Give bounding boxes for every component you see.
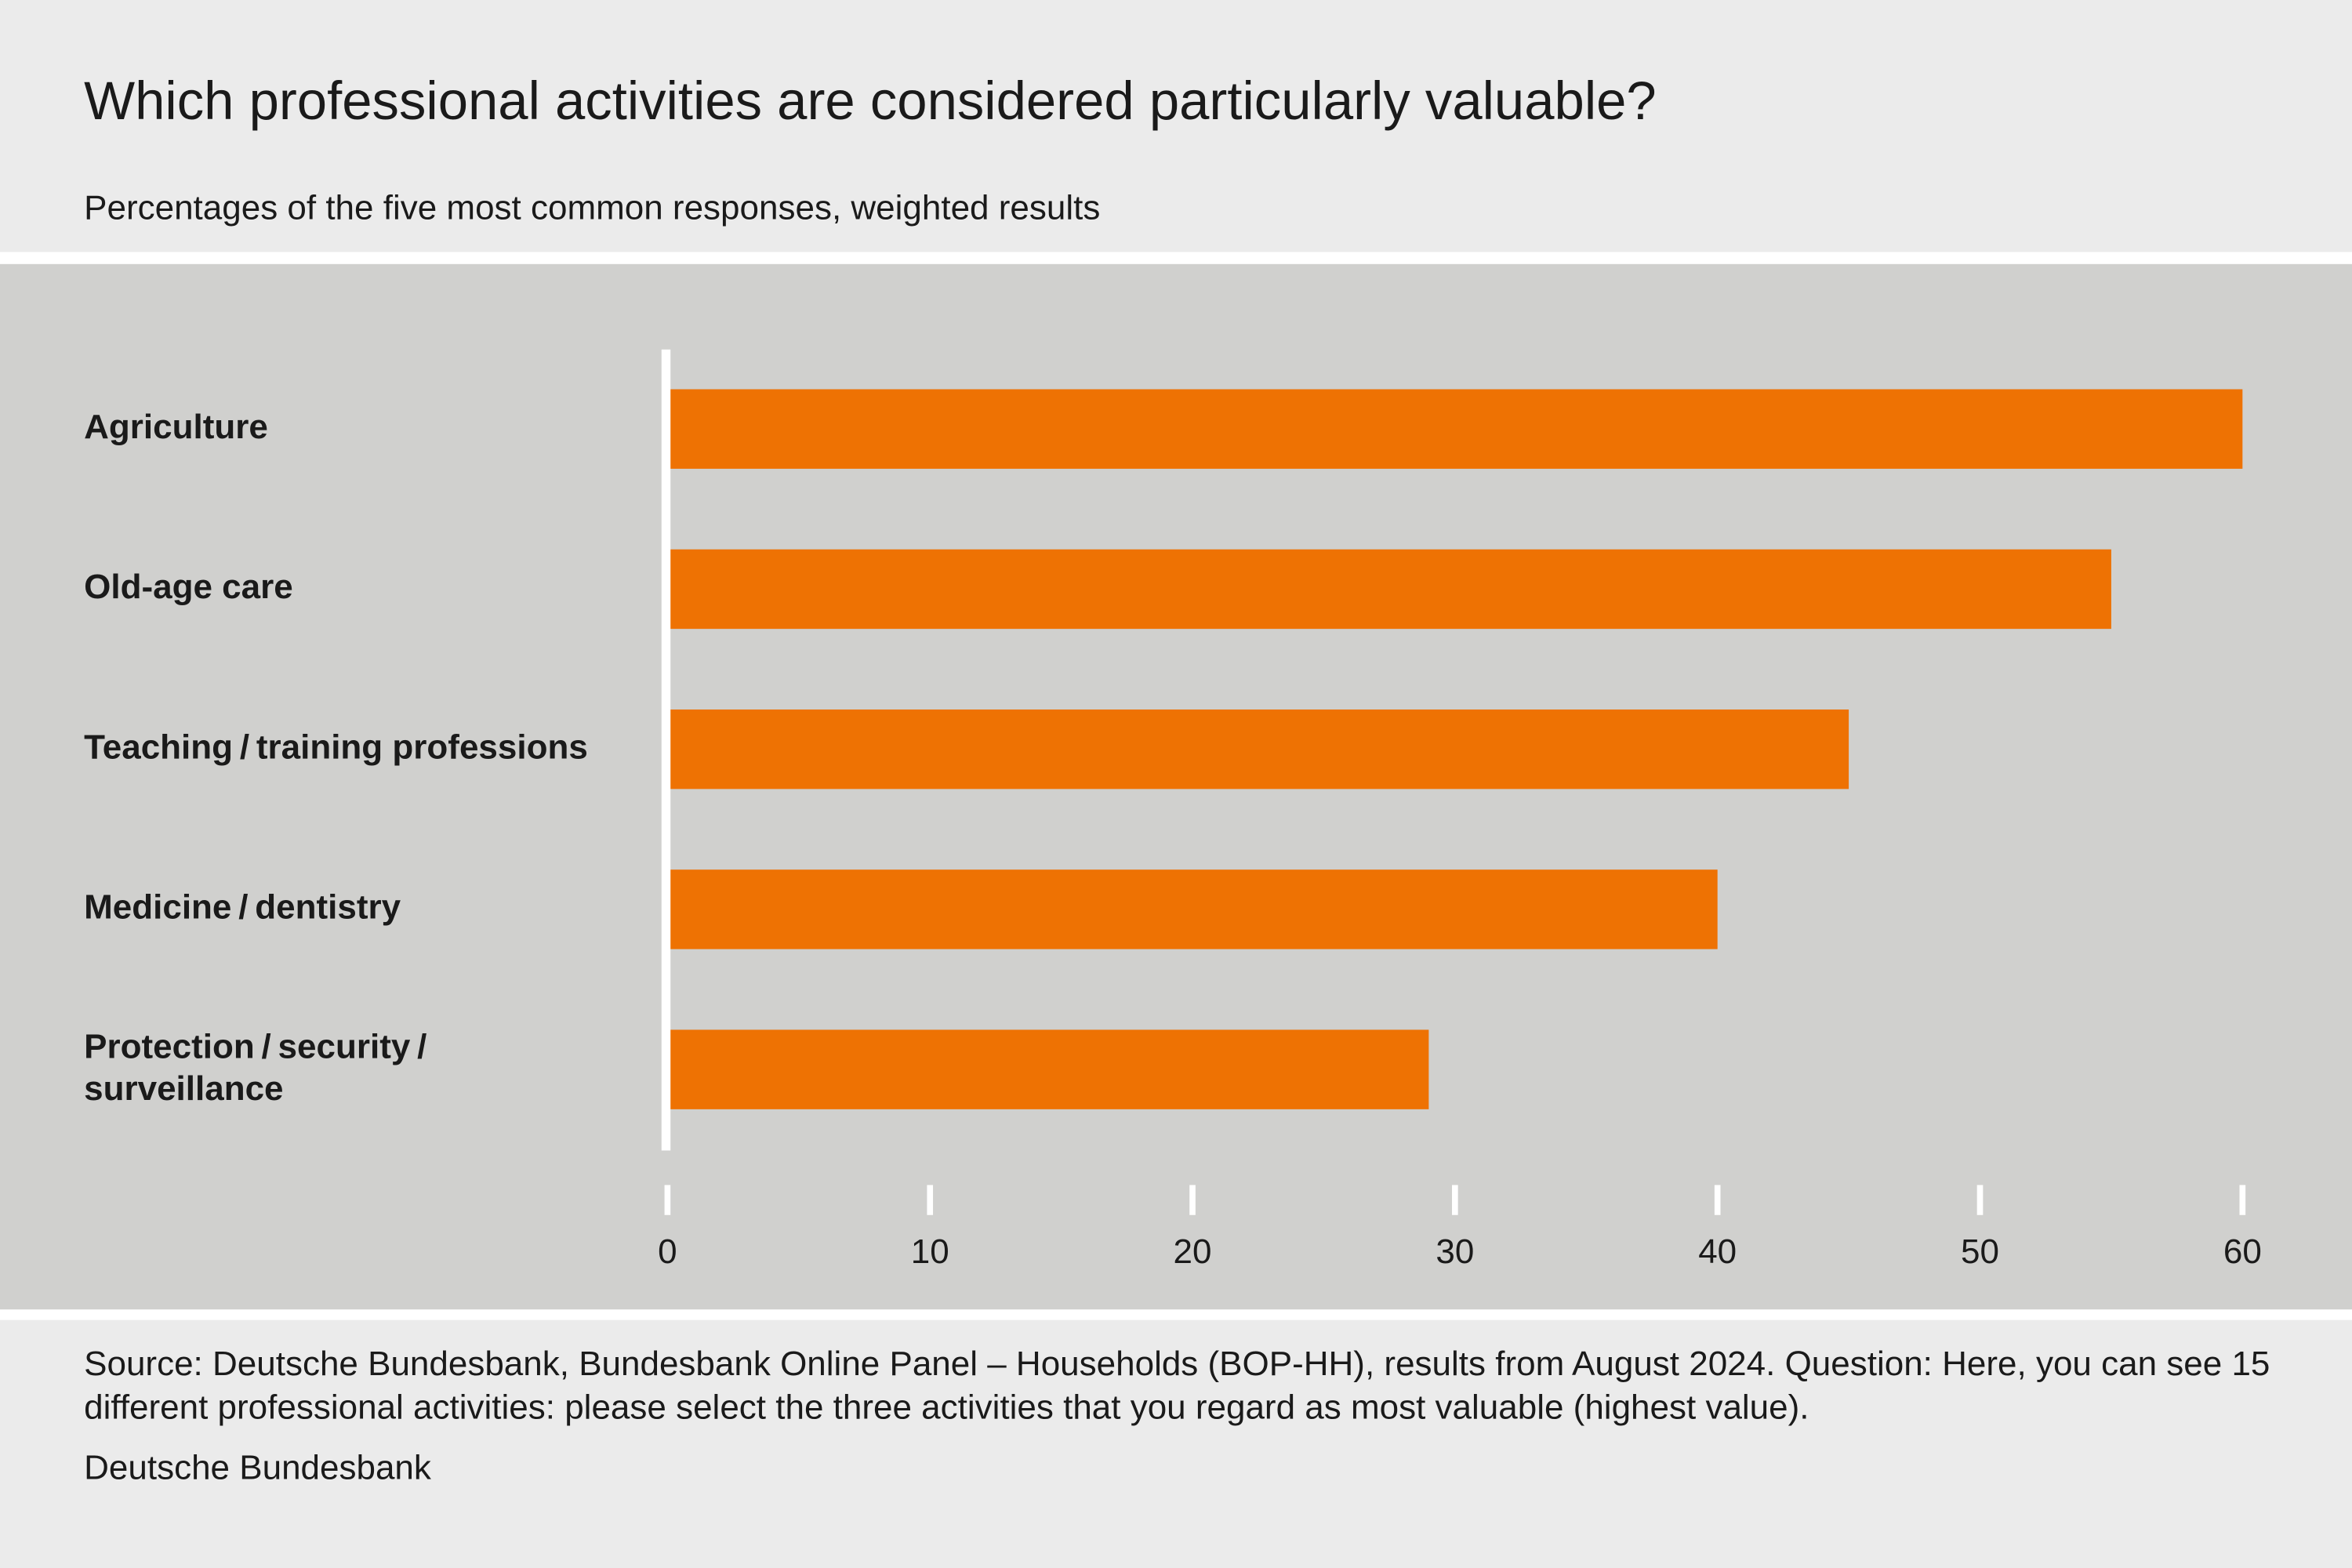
x-tick-label: 20	[1174, 1232, 1212, 1271]
y-tick-label: Agriculture	[84, 408, 268, 446]
bar	[667, 549, 2111, 630]
credit: Deutsche Bundesbank	[84, 1449, 432, 1487]
x-tick-label: 10	[911, 1232, 949, 1271]
x-tick-label: 60	[2223, 1232, 2262, 1271]
y-tick-label: Protection / security / surveillance	[84, 1027, 436, 1108]
x-tick-label: 40	[1698, 1232, 1737, 1271]
x-tick-label: 50	[1961, 1232, 1999, 1271]
chart-subtitle: Percentages of the five most common resp…	[84, 188, 1100, 227]
bar	[667, 709, 1849, 789]
y-axis	[661, 349, 671, 1151]
bar	[667, 1029, 1429, 1109]
bar	[667, 389, 2243, 469]
source-note: Source: Deutsche Bundesbank, Bundesbank …	[84, 1345, 2279, 1426]
bar	[667, 869, 1718, 949]
y-tick-label: Old-age care	[84, 568, 293, 606]
x-tick-label: 0	[658, 1232, 677, 1271]
y-tick-label: Teaching / training professions	[84, 728, 588, 766]
chart-title: Which professional activities are consid…	[84, 71, 1657, 131]
y-tick-label: Medicine / dentistry	[84, 888, 401, 927]
x-tick-label: 30	[1436, 1232, 1474, 1271]
separator	[0, 1309, 2352, 1320]
separator	[0, 252, 2352, 264]
